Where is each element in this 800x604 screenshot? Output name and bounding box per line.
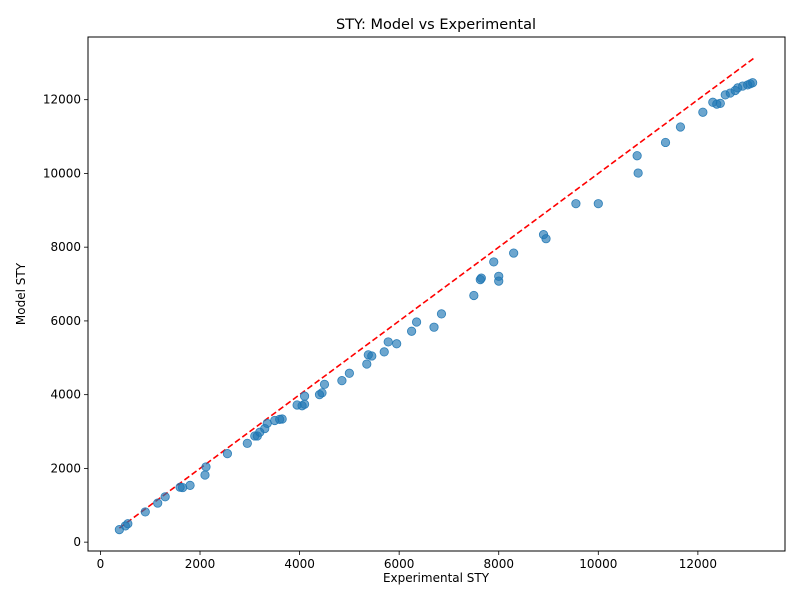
data-point — [407, 326, 417, 336]
data-point — [379, 347, 389, 357]
data-point — [367, 351, 377, 361]
y-axis-title: Model STY — [14, 262, 28, 325]
x-tick-label: 8000 — [483, 557, 514, 571]
data-point — [632, 151, 642, 161]
x-tick-label: 2000 — [185, 557, 216, 571]
data-point — [185, 480, 195, 490]
data-point — [675, 122, 686, 132]
data-point — [593, 199, 603, 209]
x-axis-title: Experimental STY — [383, 571, 490, 585]
points-layer — [114, 78, 758, 535]
y-tick-label: 10000 — [43, 166, 81, 180]
data-point — [277, 414, 287, 424]
y-tick-label: 6000 — [50, 314, 81, 328]
data-point — [153, 498, 163, 508]
data-point — [200, 470, 210, 480]
data-point — [242, 438, 252, 448]
data-point — [469, 290, 479, 301]
data-point — [383, 337, 393, 347]
data-point — [222, 449, 232, 459]
y-tick-label: 0 — [73, 535, 81, 549]
data-point — [489, 257, 499, 267]
data-point — [748, 78, 758, 88]
plot-frame — [87, 36, 786, 552]
chart-title: STY: Model vs Experimental — [336, 17, 536, 33]
data-point — [715, 98, 725, 108]
data-point — [140, 507, 150, 517]
data-point — [123, 519, 133, 529]
x-tick-label: 6000 — [384, 557, 415, 571]
x-axis-ticks: 0 2000 4000 6000 8000 10000 12000 — [97, 551, 717, 571]
data-point — [633, 168, 643, 178]
data-point — [436, 309, 447, 319]
data-point — [299, 399, 310, 409]
data-point — [476, 273, 486, 283]
data-point — [160, 492, 170, 502]
x-tick-label: 4000 — [284, 557, 315, 571]
x-tick-label: 10000 — [579, 557, 617, 571]
y-tick-label: 2000 — [50, 461, 81, 475]
data-point — [571, 199, 581, 209]
data-point — [201, 462, 211, 472]
data-point — [362, 359, 372, 369]
data-point — [509, 248, 519, 258]
y-tick-label: 8000 — [50, 240, 81, 254]
x-tick-label: 12000 — [679, 557, 717, 571]
x-tick-label: 0 — [97, 557, 105, 571]
data-point — [337, 376, 347, 386]
data-point — [429, 322, 439, 332]
y-axis-ticks: 0 2000 4000 6000 8000 10000 12000 — [43, 93, 88, 549]
y-tick-label: 12000 — [43, 93, 81, 107]
data-point — [299, 391, 310, 401]
data-point — [392, 339, 402, 349]
data-point — [660, 137, 671, 148]
data-point — [698, 107, 708, 117]
data-point — [319, 379, 330, 389]
data-point — [411, 317, 422, 327]
data-point — [344, 368, 354, 378]
y-tick-label: 4000 — [50, 388, 81, 402]
data-point — [541, 234, 551, 244]
data-point — [317, 388, 327, 398]
data-point — [494, 271, 504, 281]
